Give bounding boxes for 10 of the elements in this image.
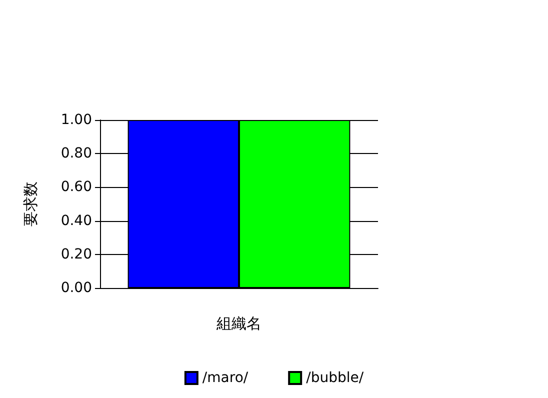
y-tick-label: 1.00 [60, 112, 92, 128]
y-tick-label: 0.40 [60, 212, 92, 229]
legend-label: /maro/ [202, 370, 248, 386]
y-tick-label: 0.20 [60, 246, 92, 262]
y-axis-title: 要求数 [22, 182, 40, 226]
legend-label: /bubble/ [306, 370, 364, 386]
x-axis-title: 組織名 [216, 314, 262, 332]
y-tick-label: 0.60 [60, 179, 92, 196]
y-tick-label: 0.80 [60, 146, 92, 162]
y-tick-label: 0.00 [60, 280, 92, 296]
